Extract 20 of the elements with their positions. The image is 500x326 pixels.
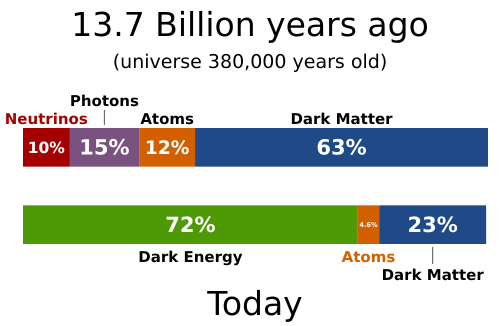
data-label: 15% [79, 136, 130, 160]
bar [358, 205, 380, 244]
data-label: 72% [165, 213, 216, 238]
bar [379, 205, 486, 244]
series-label: Neutrinos [4, 110, 88, 128]
data-label: 23% [408, 213, 458, 238]
chart-subtitle: (universe 380,000 years old) [112, 51, 388, 73]
data-label: 63% [316, 136, 367, 160]
text: Atoms [342, 248, 396, 266]
text: Dark Matter [382, 266, 484, 284]
series-label: Dark Matter [290, 110, 394, 128]
text: Today [206, 284, 303, 323]
series-label: Atoms [140, 110, 194, 128]
bar [23, 205, 358, 244]
series-label: Photons [70, 92, 139, 110]
bar [195, 128, 488, 167]
data-label: 10% [28, 138, 66, 157]
data-label: 12% [144, 138, 190, 159]
series-label: Dark Energy [138, 248, 243, 266]
chart-title: 13.7 Billion years ago [71, 5, 429, 44]
